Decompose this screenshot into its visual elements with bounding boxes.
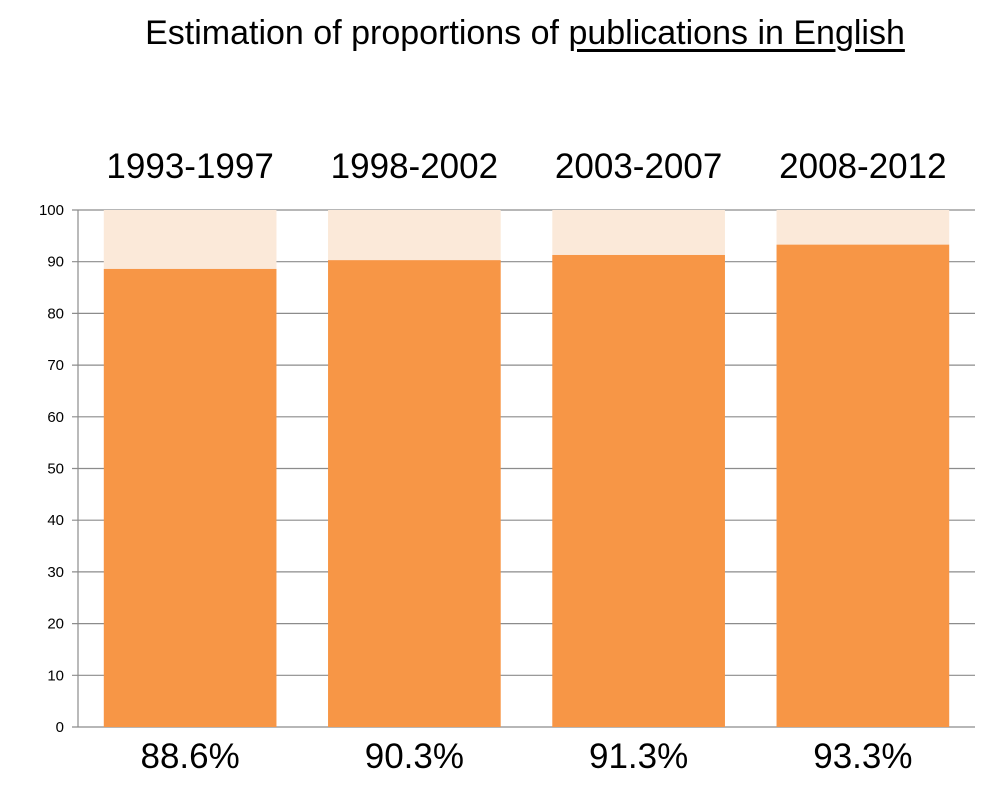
category-label: 2008-2012 bbox=[779, 147, 946, 186]
bar-remainder bbox=[103, 210, 277, 269]
y-tick-label: 70 bbox=[47, 357, 64, 374]
bar-english bbox=[776, 244, 950, 727]
y-tick-label: 40 bbox=[47, 512, 64, 529]
bar-english bbox=[103, 268, 277, 727]
y-tick-label: 20 bbox=[47, 616, 64, 633]
chart-title-wrapper: Estimation of proportions of publication… bbox=[0, 14, 1000, 53]
y-tick-label: 10 bbox=[47, 667, 64, 684]
chart-title-underlined-part: publications in English bbox=[568, 14, 905, 52]
bar-english bbox=[552, 254, 725, 727]
y-tick-label: 60 bbox=[47, 409, 64, 426]
value-label: 91.3% bbox=[589, 737, 688, 776]
value-label: 88.6% bbox=[141, 737, 240, 776]
y-tick-label: 100 bbox=[39, 202, 64, 219]
bar-remainder bbox=[776, 210, 950, 245]
y-tick-label: 80 bbox=[47, 305, 64, 322]
bar-group bbox=[103, 210, 950, 727]
value-label: 93.3% bbox=[813, 737, 912, 776]
y-tick-label: 90 bbox=[47, 254, 64, 271]
bar-remainder bbox=[552, 210, 725, 255]
bar-english bbox=[328, 260, 501, 727]
category-label: 2003-2007 bbox=[555, 147, 722, 186]
value-label: 90.3% bbox=[365, 737, 464, 776]
category-label: 1998-2002 bbox=[331, 147, 498, 186]
bar-remainder bbox=[328, 210, 501, 261]
y-axis: 0 10 20 30 40 50 60 70 80 90 100 bbox=[39, 202, 79, 736]
y-tick-label: 50 bbox=[47, 461, 64, 478]
label-group: 1993-1997 88.6% 1998-2002 90.3% 2003-2007 91.… bbox=[106, 147, 946, 776]
chart-title: Estimation of proportions of publication… bbox=[145, 14, 905, 53]
y-tick-label: 0 bbox=[56, 719, 64, 736]
category-label: 1993-1997 bbox=[106, 147, 273, 186]
y-tick-label: 30 bbox=[47, 564, 64, 581]
chart-title-part: Estimation of proportions of bbox=[145, 14, 569, 52]
